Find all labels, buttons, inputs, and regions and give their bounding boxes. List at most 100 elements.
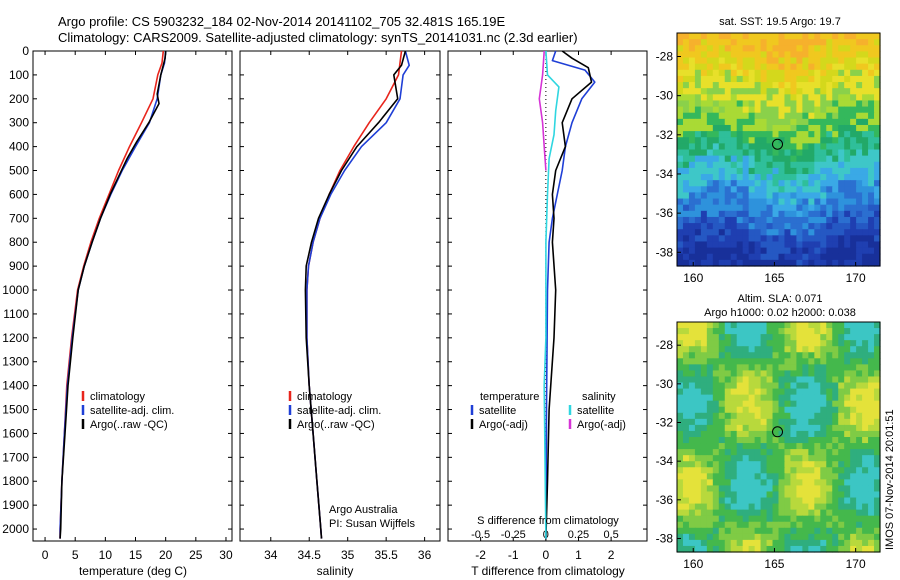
x-tick-label: 1	[575, 548, 582, 562]
map-cell	[784, 63, 792, 71]
map-cell	[832, 521, 839, 529]
map-cell	[838, 106, 845, 114]
map-cell	[784, 106, 792, 114]
map-cell	[844, 533, 851, 541]
map-cell	[790, 186, 798, 194]
map-cell	[856, 51, 863, 59]
map-cell	[754, 533, 762, 541]
map-cell	[874, 376, 881, 384]
map-cell	[778, 149, 786, 157]
map-cell	[760, 241, 768, 249]
map-cell	[754, 370, 762, 378]
map-cell	[790, 124, 798, 132]
map-cell	[844, 473, 851, 480]
map-cell	[784, 75, 792, 83]
map-cell	[748, 370, 756, 378]
map-cell	[850, 491, 857, 499]
map-cell	[742, 479, 750, 487]
map-cell	[730, 509, 738, 517]
map-cell	[820, 82, 827, 89]
map-cell	[838, 346, 845, 353]
map-cell	[748, 63, 756, 71]
map-cell	[814, 509, 821, 517]
map-cell	[700, 455, 708, 462]
map-cell	[706, 322, 714, 329]
map-cell	[677, 388, 684, 396]
map-cell	[677, 412, 684, 420]
map-cell	[802, 100, 809, 108]
map-cell	[712, 210, 720, 218]
map-cell	[838, 364, 845, 372]
map-cell	[862, 94, 869, 102]
map-cell	[832, 364, 839, 372]
map-cell	[682, 340, 690, 347]
map-cell	[682, 51, 690, 59]
map-cell	[677, 161, 684, 169]
map-cell	[790, 259, 798, 267]
map-cell	[850, 259, 857, 267]
map-cell	[856, 539, 863, 547]
map-cell	[808, 503, 815, 511]
map-cell	[850, 131, 857, 138]
map-cell	[772, 167, 780, 175]
map-cell	[748, 430, 756, 438]
map-cell	[700, 394, 708, 402]
map-cell	[796, 118, 803, 126]
map-cell	[754, 322, 762, 329]
map-cell	[730, 539, 738, 547]
map-cell	[772, 253, 780, 261]
map-cell	[838, 235, 845, 243]
map-cell	[706, 515, 714, 523]
map-cell	[808, 180, 815, 187]
map-cell	[838, 485, 845, 493]
map-y-tick-label: -32	[656, 416, 674, 430]
map-cell	[688, 485, 696, 493]
map-cell	[808, 424, 815, 432]
map-cell	[808, 143, 815, 151]
map-cell	[700, 229, 708, 236]
map-cell	[766, 192, 774, 200]
map-cell	[718, 388, 726, 396]
map-cell	[760, 192, 768, 200]
map-cell	[766, 149, 774, 157]
map-cell	[760, 376, 768, 384]
map-cell	[718, 491, 726, 499]
map-cell	[808, 322, 815, 329]
map-cell	[844, 527, 851, 535]
y-tick-label: 700	[9, 211, 29, 225]
map-cell	[694, 394, 702, 402]
map-cell	[712, 118, 720, 126]
map-cell	[730, 418, 738, 426]
map-cell	[730, 340, 738, 347]
map-cell	[682, 424, 690, 432]
map-cell	[754, 57, 762, 65]
map-cell	[718, 473, 726, 480]
map-cell	[874, 322, 881, 329]
map-cell	[718, 253, 726, 261]
map-cell	[700, 39, 708, 46]
map-cell	[826, 161, 833, 169]
map-cell	[766, 485, 774, 493]
map-cell	[844, 210, 851, 218]
map-cell	[712, 216, 720, 224]
map-cell	[826, 131, 833, 138]
map-cell	[677, 545, 684, 553]
map-cell	[736, 382, 744, 390]
difference-xlabel: T difference from climatology	[471, 564, 625, 578]
map-cell	[856, 174, 863, 181]
map-cell	[682, 149, 690, 157]
map-cell	[856, 352, 863, 359]
map-cell	[832, 216, 839, 224]
map-cell	[838, 406, 845, 414]
map-cell	[832, 328, 839, 335]
map-cell	[700, 527, 708, 535]
map-cell	[874, 449, 881, 456]
map-cell	[832, 223, 839, 230]
map-cell	[677, 364, 684, 372]
map-cell	[677, 322, 684, 329]
map-cell	[754, 424, 762, 432]
map-cell	[832, 204, 839, 212]
map-cell	[730, 443, 738, 450]
map-cell	[778, 112, 786, 120]
map-cell	[677, 174, 684, 181]
